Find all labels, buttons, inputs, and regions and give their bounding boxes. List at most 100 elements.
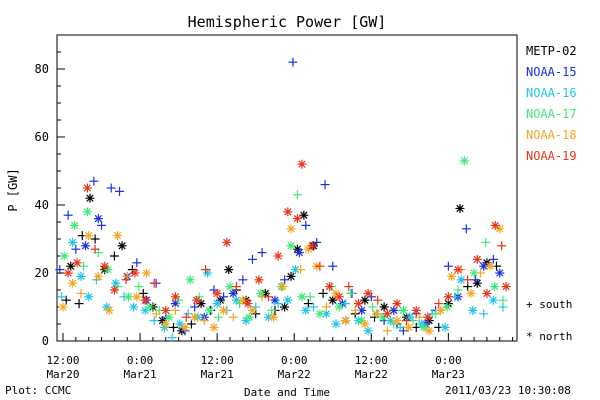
- data-point: [398, 305, 408, 315]
- data-point: [222, 237, 232, 247]
- data-point: [190, 302, 200, 312]
- data-point: [296, 265, 306, 275]
- data-point: [411, 322, 421, 332]
- data-point: [201, 265, 211, 275]
- x-tick-date-label: Mar23: [432, 368, 465, 381]
- data-point: [303, 299, 313, 309]
- data-point: [149, 316, 159, 326]
- data-point: [170, 292, 180, 302]
- data-point: [90, 234, 100, 244]
- data-point: [379, 302, 389, 312]
- data-point: [68, 237, 78, 247]
- data-point: [121, 275, 131, 285]
- data-point: [373, 295, 383, 305]
- data-point: [363, 326, 373, 336]
- marker-key-item: * north: [526, 330, 573, 343]
- data-point: [286, 271, 296, 281]
- data-point: [93, 214, 103, 224]
- data-point: [466, 288, 476, 298]
- x-axis-label: Date and Time: [244, 386, 330, 399]
- data-point: [264, 292, 274, 302]
- plot-credit: Plot: CCMC: [5, 384, 72, 397]
- data-point: [411, 305, 421, 315]
- data-point: [82, 207, 92, 217]
- data-point: [501, 282, 511, 292]
- data-point: [443, 292, 453, 302]
- data-point: [455, 203, 465, 213]
- data-point: [423, 312, 433, 322]
- data-point: [247, 305, 257, 315]
- data-point: [145, 302, 155, 312]
- data-point: [495, 268, 505, 278]
- data-point: [244, 312, 254, 322]
- data-point: [299, 210, 309, 220]
- data-point: [84, 292, 94, 302]
- data-point: [192, 295, 202, 305]
- data-point: [68, 278, 78, 288]
- data-point: [109, 251, 119, 261]
- data-point: [57, 292, 67, 302]
- data-point: [453, 265, 463, 275]
- data-point: [442, 302, 452, 312]
- data-point: [85, 193, 95, 203]
- timestamp: 2011/03/23 10:30:08: [445, 384, 571, 397]
- data-point: [318, 288, 328, 298]
- legend-item: NOAA-15: [526, 65, 577, 79]
- data-point: [130, 268, 140, 278]
- data-point: [301, 220, 311, 230]
- data-point: [325, 282, 335, 292]
- data-point: [404, 322, 414, 332]
- data-point: [190, 312, 200, 322]
- y-axis-label: P [GW]: [6, 168, 20, 211]
- data-point: [301, 305, 311, 315]
- data-point: [79, 261, 89, 271]
- data-point: [434, 299, 444, 309]
- data-point: [273, 299, 283, 309]
- data-point: [490, 220, 500, 230]
- x-tick-time-label: 0:00: [281, 354, 308, 367]
- data-point: [488, 295, 498, 305]
- x-tick-date-label: Mar21: [124, 368, 157, 381]
- data-point: [228, 288, 238, 298]
- data-point: [331, 319, 341, 329]
- data-point: [273, 251, 283, 261]
- data-point: [257, 248, 267, 258]
- data-point: [90, 244, 100, 254]
- data-point: [256, 288, 266, 298]
- data-point: [71, 244, 81, 254]
- x-tick-time-label: 12:00: [201, 354, 234, 367]
- data-point: [89, 176, 99, 186]
- data-point: [63, 268, 73, 278]
- data-point: [104, 305, 114, 315]
- data-point: [199, 316, 209, 326]
- y-axis-ticks: 0 20 40 60 80: [35, 51, 65, 348]
- chart-title: Hemispheric Power [GW]: [188, 13, 387, 31]
- data-point: [82, 183, 92, 193]
- data-point: [280, 275, 290, 285]
- data-point: [161, 319, 171, 329]
- legend-item: NOAA-18: [526, 128, 577, 142]
- data-point: [294, 248, 304, 258]
- data-point: [297, 159, 307, 169]
- data-point: [168, 322, 178, 332]
- data-point: [315, 309, 325, 319]
- data-point: [140, 295, 150, 305]
- legend-item: METP-02: [526, 44, 577, 58]
- marker-key-item: + south: [526, 298, 573, 311]
- data-point: [219, 292, 229, 302]
- data-point: [219, 305, 229, 315]
- data-point: [113, 231, 123, 241]
- data-point: [231, 282, 241, 292]
- data-point: [468, 305, 478, 315]
- data-point: [93, 271, 103, 281]
- data-point: [109, 285, 119, 295]
- data-point: [134, 282, 144, 292]
- data-point: [392, 316, 402, 326]
- data-point: [224, 265, 234, 275]
- data-point: [431, 309, 441, 319]
- data-point: [186, 319, 196, 329]
- x-tick-date-label: Mar22: [355, 368, 388, 381]
- data-point: [58, 302, 68, 312]
- data-point: [267, 305, 277, 315]
- x-tick-date-label: Mar20: [46, 368, 79, 381]
